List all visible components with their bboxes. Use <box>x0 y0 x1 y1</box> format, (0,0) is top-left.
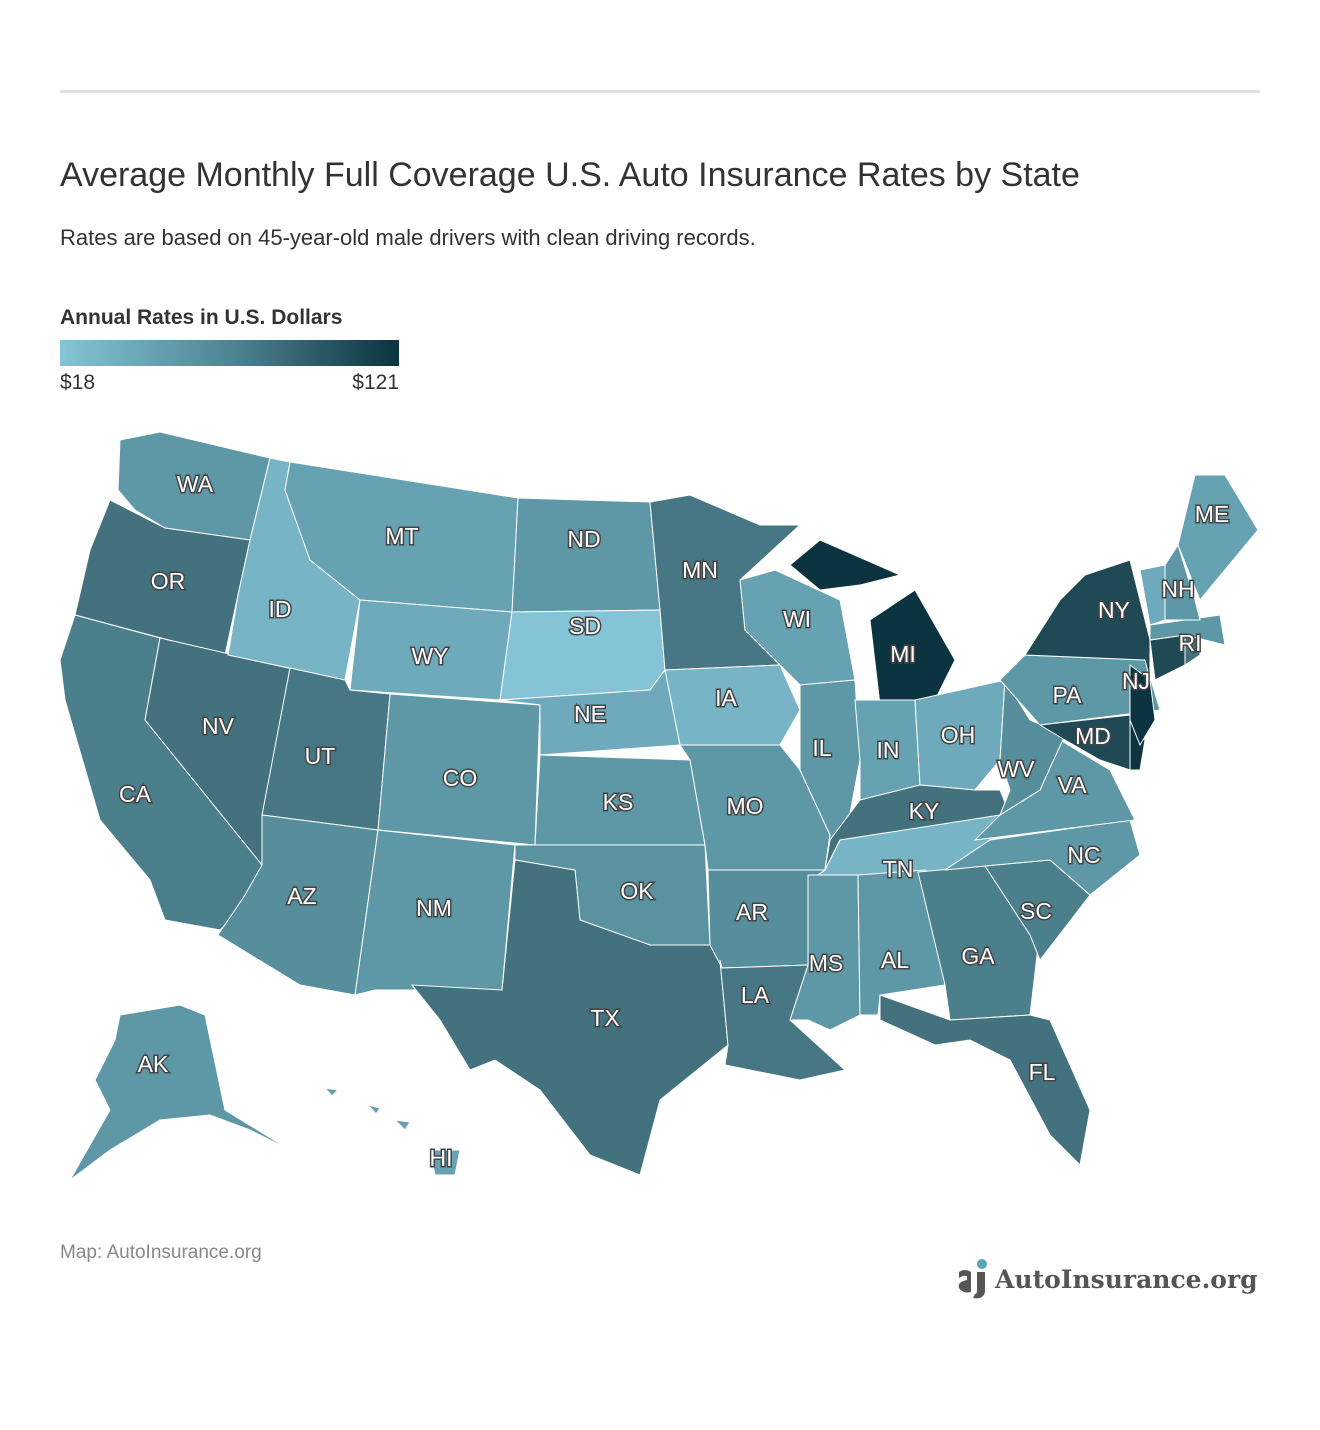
state-label-al: AL <box>881 947 909 973</box>
state-label-ga: GA <box>961 943 995 969</box>
logo: AutoInsurance.org <box>955 1258 1258 1300</box>
state-oh[interactable] <box>914 679 1006 791</box>
state-label-sd: SD <box>569 613 601 639</box>
state-label-va: VA <box>1058 772 1088 798</box>
state-label-tx: TX <box>590 1005 619 1031</box>
state-nd[interactable] <box>511 497 661 613</box>
state-hi[interactable] <box>429 1149 461 1176</box>
logo-icon <box>958 1259 987 1299</box>
state-label-la: LA <box>741 982 770 1008</box>
state-label-ri: RI <box>1179 630 1202 656</box>
state-label-ny: NY <box>1098 597 1130 623</box>
state-nj[interactable] <box>1129 664 1156 747</box>
state-label-tn: TN <box>883 856 914 882</box>
state-pa[interactable] <box>999 654 1161 726</box>
state-label-az: AZ <box>287 883 316 909</box>
state-label-fl: FL <box>1029 1059 1056 1085</box>
source-note: Map: AutoInsurance.org <box>60 1242 262 1263</box>
page-title: Average Monthly Full Coverage U.S. Auto … <box>60 156 1080 194</box>
state-label-nj: NJ <box>1122 668 1150 694</box>
state-md[interactable] <box>1038 714 1131 771</box>
state-label-wi: WI <box>783 606 811 632</box>
state-hi[interactable] <box>393 1119 411 1131</box>
state-label-oh: OH <box>941 722 976 748</box>
state-mi[interactable] <box>789 539 902 591</box>
state-label-co: CO <box>443 765 478 791</box>
state-ia[interactable] <box>664 664 801 746</box>
state-mi[interactable] <box>869 589 956 706</box>
state-label-wv: WV <box>997 756 1035 782</box>
state-label-id: ID <box>269 596 292 622</box>
legend-max: $121 <box>352 371 399 394</box>
state-ny[interactable] <box>1024 559 1151 681</box>
subtitle: Rates are based on 45-year-old male driv… <box>60 225 756 250</box>
state-label-nv: NV <box>202 713 235 739</box>
state-label-mn: MN <box>682 557 718 583</box>
legend-gradient-bar <box>60 340 399 366</box>
logo-text: AutoInsurance.org <box>995 1264 1258 1294</box>
state-hi[interactable] <box>366 1104 381 1115</box>
legend-title: Annual Rates in U.S. Dollars <box>60 306 343 329</box>
state-label-hi: HI <box>430 1145 453 1171</box>
state-or[interactable] <box>74 499 251 656</box>
state-label-or: OR <box>151 568 186 594</box>
state-label-nh: NH <box>1161 576 1194 602</box>
state-nh[interactable] <box>1164 543 1201 621</box>
legend-min: $18 <box>60 371 96 394</box>
state-label-ia: IA <box>715 685 737 711</box>
state-label-ms: MS <box>809 950 844 976</box>
state-ak[interactable] <box>69 1004 291 1181</box>
state-label-nd: ND <box>567 526 600 552</box>
state-label-mi: MI <box>890 641 916 667</box>
state-label-me: ME <box>1195 501 1230 527</box>
state-label-in: IN <box>877 737 900 763</box>
top-divider <box>60 90 1260 93</box>
state-label-ky: KY <box>909 798 940 824</box>
state-fl[interactable] <box>879 994 1091 1167</box>
state-label-il: IL <box>812 735 831 761</box>
state-tx[interactable] <box>410 859 729 1176</box>
state-label-md: MD <box>1075 723 1111 749</box>
state-label-ut: UT <box>305 743 336 769</box>
state-label-nc: NC <box>1067 842 1100 868</box>
state-label-ne: NE <box>574 701 606 727</box>
state-ma[interactable] <box>1149 614 1226 646</box>
state-hi[interactable] <box>323 1087 340 1097</box>
state-label-ar: AR <box>736 899 768 925</box>
state-label-ok: OK <box>620 878 654 904</box>
state-label-wa: WA <box>177 471 214 497</box>
state-label-mo: MO <box>726 793 763 819</box>
state-label-wy: WY <box>411 643 448 669</box>
state-label-nm: NM <box>416 895 452 921</box>
state-label-pa: PA <box>1053 682 1083 708</box>
state-label-ak: AK <box>138 1051 169 1077</box>
state-me[interactable] <box>1177 474 1259 601</box>
state-label-sc: SC <box>1020 898 1052 924</box>
state-label-ca: CA <box>119 781 152 807</box>
state-nc[interactable] <box>944 819 1141 896</box>
state-label-mt: MT <box>385 523 418 549</box>
state-label-ks: KS <box>603 789 634 815</box>
